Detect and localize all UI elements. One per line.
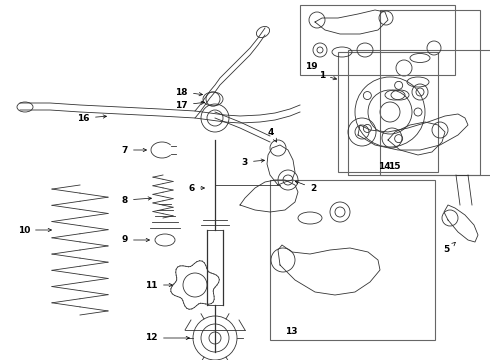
Text: 17: 17 — [175, 100, 204, 109]
Text: 18: 18 — [175, 87, 202, 96]
Text: 5: 5 — [444, 242, 455, 255]
Text: 1: 1 — [319, 71, 337, 80]
Bar — [380, 10, 480, 175]
Bar — [300, 5, 455, 75]
Text: 9: 9 — [122, 235, 149, 244]
Bar — [348, 50, 490, 175]
Text: 16: 16 — [77, 113, 106, 122]
Text: 12: 12 — [146, 333, 190, 342]
Text: 13: 13 — [285, 327, 297, 336]
Bar — [270, 180, 435, 340]
Text: 10: 10 — [18, 225, 51, 234]
Text: 6: 6 — [189, 184, 204, 193]
Text: 15: 15 — [388, 162, 400, 171]
Text: 2: 2 — [295, 181, 316, 193]
Text: 3: 3 — [242, 158, 265, 166]
Text: 11: 11 — [146, 280, 172, 289]
Text: 19: 19 — [305, 62, 318, 71]
Bar — [338, 52, 438, 172]
Text: 8: 8 — [122, 195, 151, 204]
Text: 14: 14 — [378, 162, 391, 171]
Text: 7: 7 — [122, 145, 147, 154]
Text: 4: 4 — [268, 127, 276, 142]
